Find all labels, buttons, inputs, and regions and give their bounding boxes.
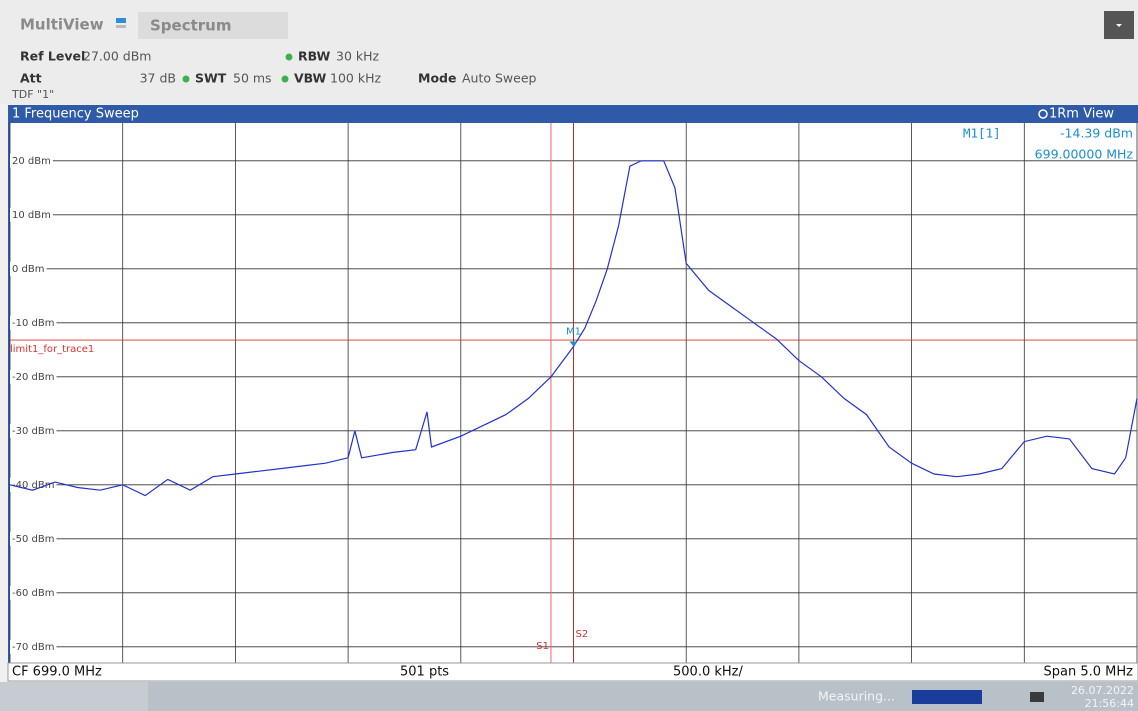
tick-label-bg [10,369,57,384]
progress [912,690,982,704]
setting-value: 50 ms [233,71,272,86]
setting-label: Ref Level [20,49,85,64]
status-dot [285,53,293,61]
setting-value: Auto Sweep [462,71,537,86]
setting-value: 30 kHz [336,49,380,64]
setting-label: Mode [418,71,456,86]
footer-bar [7,662,1138,682]
setting-value: 100 kHz [330,71,381,86]
status-dot [182,75,190,83]
y-tick-label: 10 dBm [12,210,51,221]
marker-readout: 699.00000 MHz [1035,147,1134,162]
limit-label: limit1_for_trace1 [10,344,94,355]
y-tick-label: -40 dBm [12,480,54,491]
tick-label-bg [10,639,57,654]
tick-label-bg [10,477,57,492]
footer-text: Span 5.0 MHz [1044,665,1134,680]
tick-label-bg [10,261,47,276]
setting-value: 27.00 dBm [83,49,151,64]
app-icon [116,25,126,28]
y-tick-label: -60 dBm [12,588,54,599]
view-icon [1038,109,1048,119]
tick-label-bg [10,153,53,168]
marker [569,341,578,347]
footer-text: 500.0 kHz/ [673,665,743,680]
marker-readout: M1[1] [963,126,1001,141]
status-state: Measuring... [818,689,895,704]
y-tick-label: 0 dBm [12,264,45,275]
status-date: 26.07.2022 [1071,684,1134,697]
marker-readout: -14.39 dBm [1060,126,1133,141]
footer-text: 501 pts [400,665,449,680]
view-label: 1Rm View [1049,107,1114,122]
tick-label-bg [10,585,57,600]
window-title: 1 Frequency Sweep [12,107,139,122]
setting-label: Att [20,71,42,86]
setting-label: SWT [195,71,227,86]
y-tick-label: -20 dBm [12,372,54,383]
tick-label-bg [10,207,53,222]
y-tick-label: -70 dBm [12,642,54,653]
y-tick-label: -30 dBm [12,426,54,437]
y-tick-label: -50 dBm [12,534,54,545]
y-tick-label: -10 dBm [12,318,54,329]
window-title-bar [8,105,1138,123]
status-icon [1030,692,1044,702]
setting-value: 37 dB [140,71,176,86]
setting-label: RBW [298,49,330,64]
tdf: TDF "1" [11,88,54,101]
tick-label-bg [10,315,57,330]
marker-label: M1 [566,327,581,338]
footer-text: CF 699.0 MHz [12,665,102,680]
app-icon [116,18,126,23]
app-name: MultiView [20,16,104,34]
tab[interactable] [138,12,288,39]
status-cell [0,682,148,711]
setting-label: VBW [294,71,327,86]
status-dot [281,75,289,83]
tick-label-bg [10,531,57,546]
status-time: 21:56:44 [1085,697,1134,710]
tab-label[interactable]: Spectrum [150,17,231,35]
y-tick-label: 20 dBm [12,156,51,167]
search-label: S1 [536,641,549,652]
trace [9,160,1138,497]
tick-label-bg [10,423,57,438]
menu-arrow [1116,24,1122,27]
search-label: S2 [576,629,589,640]
